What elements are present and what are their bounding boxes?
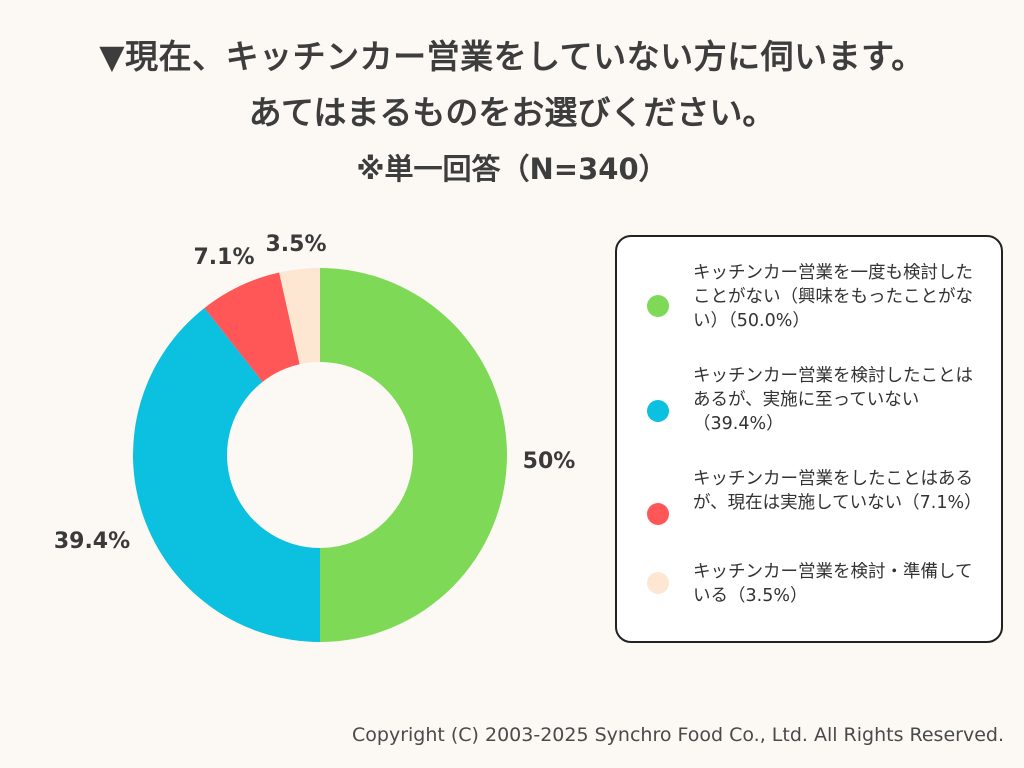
legend-swatch [647, 295, 669, 317]
page-title-second-line: あてはまるものをお選びください。 [248, 93, 776, 132]
donut-chart: 50% 39.4% 7.1% 3.5% [54, 232, 576, 642]
legend-label: キッチンカー営業を検討・準備している（3.5%） [693, 562, 973, 606]
chart-subtitle: ※単一回答（N=340） [356, 152, 668, 186]
slice-data-label: 7.1% [193, 245, 254, 270]
donut-slice [279, 268, 320, 365]
legend-swatch [647, 572, 669, 594]
donut-slice [320, 268, 507, 642]
legend-swatch [647, 400, 669, 422]
legend-label: キッチンカー営業をしたことはあるが、現在は実施していない（7.1%） [693, 469, 982, 513]
copyright-notice: Copyright (C) 2003-2025 Synchro Food Co.… [352, 724, 1004, 746]
slice-data-label: 50% [523, 449, 576, 474]
slice-data-label: 39.4% [54, 529, 130, 554]
chart-legend: キッチンカー営業を一度も検討したことがない（興味をもったことがない）（50.0%… [615, 235, 1003, 643]
legend-label: キッチンカー営業を検討したことはあるが、実施に至っていない（39.4%） [693, 366, 973, 434]
legend-label: キッチンカー営業を一度も検討したことがない（興味をもったことがない）（50.0%… [693, 263, 973, 331]
donut-slice [132, 307, 320, 642]
slice-data-label: 3.5% [265, 232, 326, 257]
page-title: ▼現在、キッチンカー営業をしていない方に伺います。 [99, 37, 925, 76]
donut-slice [204, 272, 300, 382]
legend-swatch [647, 503, 669, 525]
